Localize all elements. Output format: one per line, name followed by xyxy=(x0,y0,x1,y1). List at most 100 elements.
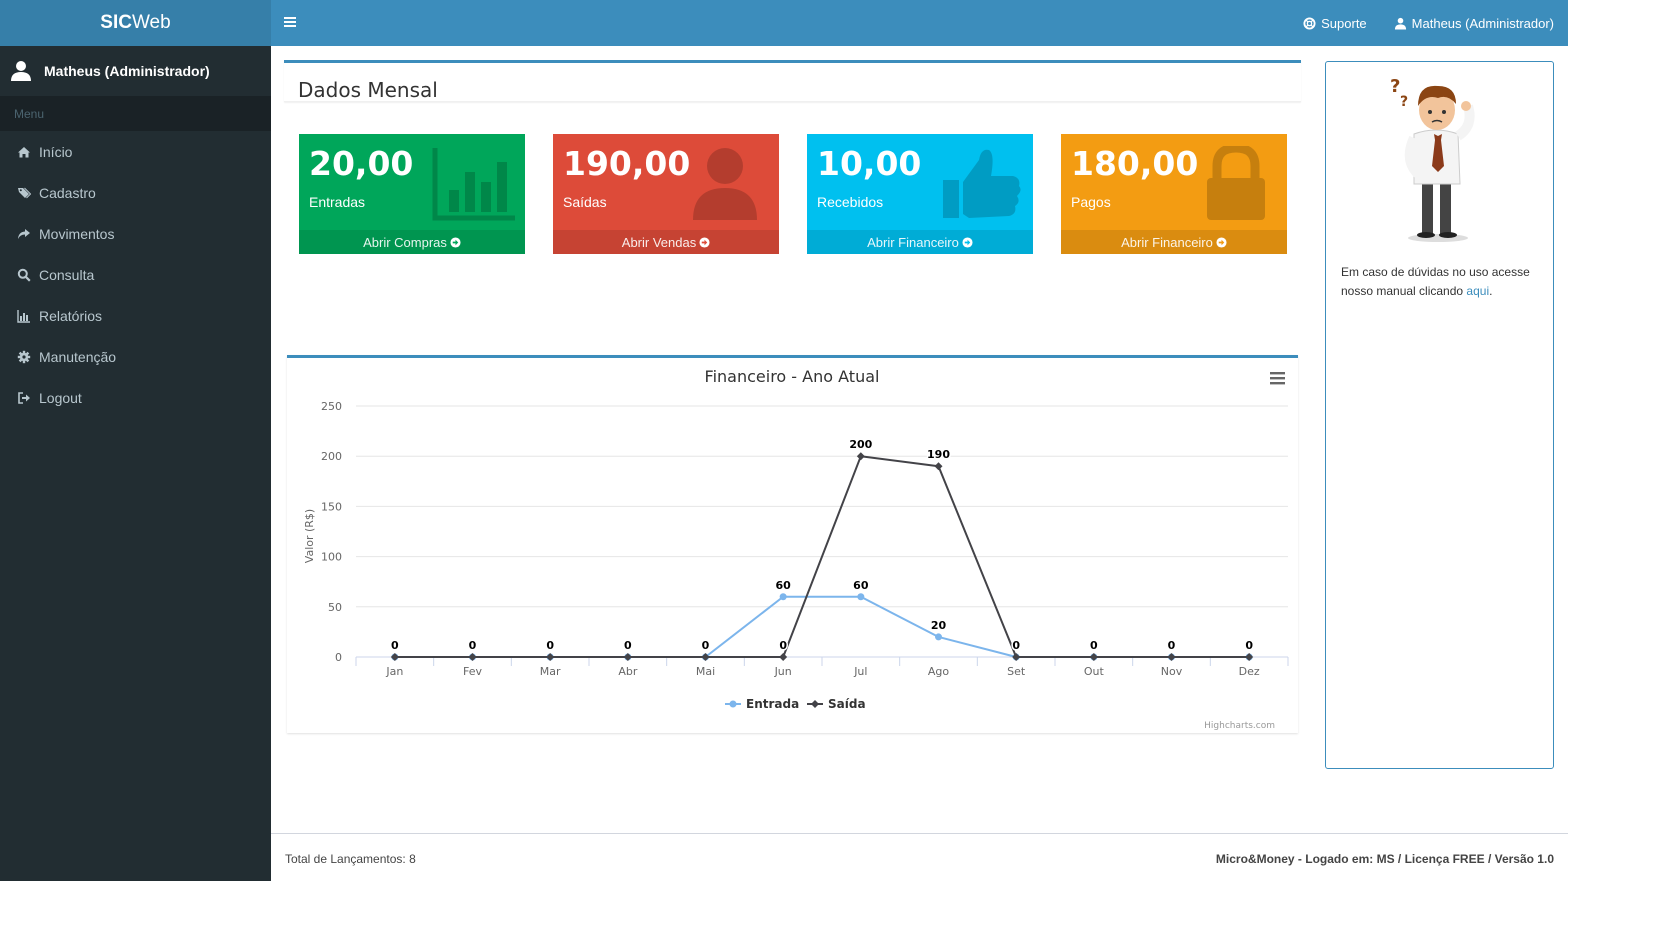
x-tick-label: Out xyxy=(1084,665,1105,678)
data-label: 190 xyxy=(927,448,950,461)
sidebar-item-movimentos[interactable]: Movimentos xyxy=(0,213,271,254)
data-label: 0 xyxy=(1245,639,1253,652)
legend-item-entrada[interactable]: Entrada xyxy=(725,697,799,711)
data-label: 0 xyxy=(779,639,787,652)
page-footer: Total de Lançamentos: 8 Micro&Money - Lo… xyxy=(271,833,1568,881)
legend-symbol xyxy=(729,700,737,708)
x-tick-label: Set xyxy=(1007,665,1026,678)
y-axis-title: Valor (R$) xyxy=(303,509,316,563)
arrow-circle-right-icon xyxy=(1216,236,1227,248)
sidebar-item-label: Manutenção xyxy=(39,348,117,365)
data-point[interactable] xyxy=(1089,653,1098,661)
data-label: 0 xyxy=(1245,639,1253,652)
manual-link[interactable]: aqui xyxy=(1466,284,1490,298)
card-link-abrir-financeiro-pagos[interactable]: Abrir Financeiro xyxy=(1061,230,1287,254)
user-icon xyxy=(1394,17,1406,30)
sidebar-item-label: Logout xyxy=(39,389,82,406)
share-icon xyxy=(17,227,31,241)
card-label: Entradas xyxy=(309,194,366,210)
chart-menu-icon[interactable] xyxy=(1270,372,1285,385)
lock-icon xyxy=(1207,146,1265,220)
data-point[interactable] xyxy=(934,462,943,471)
data-point[interactable] xyxy=(546,653,555,661)
data-label: 0 xyxy=(546,639,554,652)
y-tick-label: 150 xyxy=(321,500,342,513)
search-icon xyxy=(17,268,31,282)
user-menu[interactable]: Matheus (Administrador) xyxy=(1394,16,1554,31)
sidebar-item-label: Relatórios xyxy=(39,307,103,324)
sidebar-item-logout[interactable]: Logout xyxy=(0,377,271,418)
data-label: 0 xyxy=(1012,639,1020,652)
data-point[interactable] xyxy=(935,633,942,641)
data-point[interactable] xyxy=(390,653,399,661)
lifebuoy-icon xyxy=(1303,16,1316,30)
data-label: 0 xyxy=(391,639,399,652)
support-label: Suporte xyxy=(1321,15,1367,31)
y-tick-label: 200 xyxy=(321,450,342,463)
home-icon xyxy=(17,145,31,159)
user-icon xyxy=(693,148,757,220)
sidebar-toggle-icon[interactable] xyxy=(283,15,297,29)
card-link-label: Abrir Financeiro xyxy=(867,234,959,250)
page-title: Dados Mensal xyxy=(298,78,438,102)
x-tick-label: Jun xyxy=(774,665,792,678)
total-lancamentos: Total de Lançamentos: 8 xyxy=(285,852,416,866)
card-label: Pagos xyxy=(1071,194,1111,210)
data-point[interactable] xyxy=(1245,653,1254,661)
card-value: 10,00 xyxy=(817,144,922,183)
chart-title: Financeiro - Ano Atual xyxy=(705,367,880,386)
card-value: 180,00 xyxy=(1071,144,1199,183)
data-point[interactable] xyxy=(623,653,632,661)
financeiro-chart: Financeiro - Ano Atual Valor (R$) 0 50 100… xyxy=(303,367,1289,731)
chart-credits[interactable]: Highcharts.com xyxy=(1204,721,1275,731)
x-tick-label: Ago xyxy=(928,665,950,678)
bar-chart-icon xyxy=(17,309,31,323)
data-label: 0 xyxy=(702,639,710,652)
series-line-entrada xyxy=(394,595,1250,658)
user-name: Matheus (Administrador) xyxy=(44,63,210,79)
data-point[interactable] xyxy=(779,653,788,661)
sidebar-item-relatorios[interactable]: Relatórios xyxy=(0,295,271,336)
sidebar-item-label: Consulta xyxy=(39,266,95,283)
x-tick-label: Mai xyxy=(696,665,715,678)
sign-out-icon xyxy=(17,391,31,405)
data-point[interactable] xyxy=(701,653,710,661)
sidebar-item-cadastro[interactable]: Cadastro xyxy=(0,172,271,213)
data-point[interactable] xyxy=(468,653,477,661)
arrow-circle-right-icon xyxy=(699,236,710,248)
support-link[interactable]: Suporte xyxy=(1303,16,1367,31)
data-point[interactable] xyxy=(857,593,865,601)
data-point[interactable] xyxy=(779,593,787,601)
y-tick-label: 250 xyxy=(321,400,342,413)
confused-man-illustration: ? ? xyxy=(1390,76,1475,242)
data-label: 0 xyxy=(469,639,477,652)
card-link-label: Abrir Compras xyxy=(363,234,447,250)
y-tick-label: 50 xyxy=(328,601,342,614)
card-value: 20,00 xyxy=(309,144,414,183)
data-point[interactable] xyxy=(1012,653,1021,661)
data-label: 60 xyxy=(853,579,869,592)
sidebar-item-manutencao[interactable]: Manutenção xyxy=(0,336,271,377)
legend-label: Saída xyxy=(828,697,866,711)
logo-bold: SIC xyxy=(100,12,132,33)
data-point[interactable] xyxy=(856,452,865,461)
card-link-abrir-financeiro-recebidos[interactable]: Abrir Financeiro xyxy=(807,230,1033,254)
card-link-abrir-compras[interactable]: Abrir Compras xyxy=(299,230,525,254)
help-text: Em caso de dúvidas no uso acesse nosso m… xyxy=(1341,263,1541,301)
sidebar-item-label: Início xyxy=(39,143,73,160)
card-link-abrir-vendas[interactable]: Abrir Vendas xyxy=(553,230,779,254)
x-tick-label: Dez xyxy=(1239,665,1260,678)
data-label: 0 xyxy=(1012,639,1020,652)
svg-text:?: ? xyxy=(1390,76,1400,97)
help-text-suffix: . xyxy=(1489,284,1493,298)
card-saidas: 190,00 Saídas Abrir Vendas xyxy=(553,134,779,254)
help-text-body: Em caso de dúvidas no uso acesse nosso m… xyxy=(1341,265,1530,298)
data-point[interactable] xyxy=(1167,653,1176,661)
app-logo[interactable]: SIC Web xyxy=(0,0,271,46)
main-content: Dados Mensal 20,00 Entradas Abrir Compra… xyxy=(271,46,1568,833)
arrow-circle-right-icon xyxy=(962,236,973,248)
legend-item-saída[interactable]: Saída xyxy=(807,697,866,711)
sidebar-item-consulta[interactable]: Consulta xyxy=(0,254,271,295)
x-tick-label: Mar xyxy=(540,665,561,678)
sidebar-item-inicio[interactable]: Início xyxy=(0,131,271,172)
